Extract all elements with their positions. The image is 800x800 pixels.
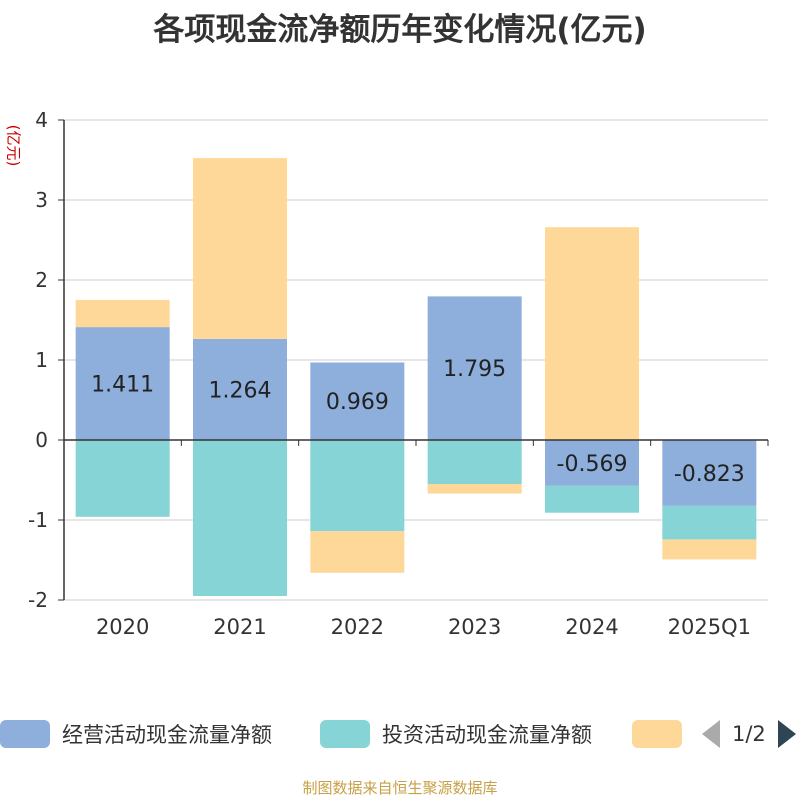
y-tick-label: 3 — [35, 188, 48, 212]
bar-2022-s0 — [310, 362, 405, 440]
legend-swatch-third — [632, 720, 682, 748]
y-tick-label: 4 — [35, 108, 48, 132]
data-label: 1.264 — [209, 378, 272, 403]
stacked-bar-chart: -2 -1 0 1 2 3 4 1.411 2020 1.264 2021 0.969 2022 1.79… — [28, 108, 769, 639]
y-tick-label: 1 — [35, 348, 48, 372]
bar-2023-s0 — [427, 296, 522, 440]
x-tick-label: 2024 — [565, 615, 618, 639]
bar-2020-s1 — [75, 440, 170, 517]
bar-2021-s0 — [193, 338, 287, 440]
legend: 经营活动现金流量净额 投资活动现金流量净额 1/2 — [0, 716, 800, 752]
x-tick-label: 2021 — [213, 615, 266, 639]
bar-2021-s2 — [193, 158, 287, 339]
data-label: 0.969 — [326, 390, 389, 415]
legend-label-investing: 投资活动现金流量净额 — [382, 723, 592, 747]
bar-2024-s1 — [545, 485, 639, 513]
data-label: -0.569 — [557, 452, 628, 477]
x-tick-label: 2023 — [448, 615, 501, 639]
legend-item-investing[interactable]: 投资活动现金流量净额 — [320, 716, 592, 752]
y-tick-label: -1 — [28, 508, 48, 532]
legend-pager: 1/2 — [702, 716, 796, 752]
source-note: 制图数据来自恒生聚源数据库 — [302, 779, 498, 797]
data-label: 1.411 — [91, 373, 154, 398]
legend-next-icon[interactable] — [777, 720, 796, 748]
data-label: 1.795 — [443, 357, 506, 382]
bar-2024-s0 — [545, 440, 639, 486]
bar-2025Q1-s0 — [662, 440, 757, 506]
data-label: -0.823 — [674, 462, 745, 487]
x-tick-label: 2025Q1 — [668, 615, 751, 639]
bar-2020-s0 — [75, 327, 170, 440]
legend-page-indicator: 1/2 — [732, 722, 766, 746]
legend-item-third[interactable] — [632, 716, 694, 752]
bar-2024-s2 — [545, 227, 639, 440]
legend-label-operating: 经营活动现金流量净额 — [62, 723, 272, 747]
legend-swatch-operating — [0, 720, 50, 748]
bar-2020-s2 — [75, 299, 170, 328]
x-tick-label: 2020 — [96, 615, 149, 639]
chart-title: 各项现金流净额历年变化情况(亿元) — [153, 12, 647, 48]
y-tick-label: 2 — [35, 268, 48, 292]
bar-2025Q1-s1 — [662, 505, 757, 540]
x-tick-label: 2022 — [331, 615, 384, 639]
bar-2023-s2 — [427, 484, 522, 494]
bar-2022-s2 — [310, 531, 405, 573]
legend-prev-icon[interactable] — [702, 720, 720, 748]
legend-swatch-investing — [320, 720, 370, 748]
y-tick-label: 0 — [35, 428, 48, 452]
y-tick-label: -2 — [28, 588, 48, 612]
legend-item-operating[interactable]: 经营活动现金流量净额 — [0, 716, 272, 752]
bar-2023-s1 — [427, 440, 522, 484]
bar-2021-s1 — [193, 440, 287, 596]
bar-2025Q1-s2 — [662, 539, 757, 560]
bar-2022-s1 — [310, 440, 405, 532]
